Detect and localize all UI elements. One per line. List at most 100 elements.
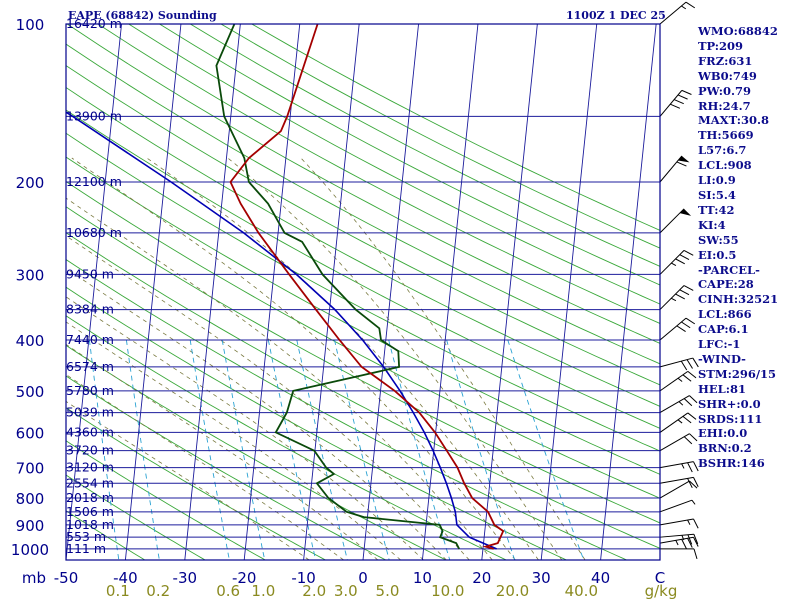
wind-barb-flag: [675, 293, 685, 300]
mixing-ratio-line: [125, 339, 160, 560]
moist-adiabat: [71, 157, 516, 560]
mixing-ratio-label: 0.2: [146, 582, 170, 600]
wind-barb: [659, 208, 692, 234]
wind-barb: [659, 370, 697, 392]
mixing-ratio-label: 1.0: [251, 582, 275, 600]
dry-adiabat: [66, 86, 660, 407]
pressure-tick-label: 300: [16, 266, 45, 284]
mixing-ratio-line: [507, 339, 585, 560]
isotherm: [362, 24, 420, 560]
isotherm: [303, 24, 360, 560]
wind-barb-flag: [693, 534, 699, 545]
pressure-tick-label: 500: [16, 383, 45, 401]
dry-adiabat: [66, 24, 660, 344]
height-label: 7440 m: [66, 332, 114, 347]
wind-barb: [659, 480, 698, 499]
height-label: 5039 m: [66, 405, 114, 420]
temperature-tick-label: 20: [472, 569, 491, 587]
isotherm: [600, 24, 657, 560]
wind-barb-flag: [686, 359, 693, 369]
wind-barb-flag: [683, 285, 694, 291]
wind-barb-flag: [673, 99, 684, 105]
moist-adiabat: [66, 343, 379, 560]
mixing-ratio-label: 5.0: [376, 582, 400, 600]
index-pw: PW:0.79: [698, 83, 752, 98]
index-lfc: LFC:-1: [698, 337, 741, 352]
wind-barb-staff: [659, 208, 685, 234]
temperature-trace: [229, 24, 505, 550]
wind-barb-flag: [693, 477, 699, 487]
temperature-tick-label: -20: [232, 569, 257, 587]
isotherm: [0, 24, 3, 560]
wind-barb-flag: [683, 249, 694, 256]
wind-barb-flag: [693, 461, 699, 472]
index-cinh: CINH:32521: [698, 292, 779, 307]
wind-barb-staff: [659, 395, 690, 414]
mixing-ratio-line: [334, 339, 390, 560]
wind-barb-flag: [682, 415, 692, 424]
wind-barb-flag: [693, 548, 698, 560]
wind-barb-flag: [676, 161, 687, 167]
wind-barb-staff: [659, 412, 689, 433]
index-cap: CAP:6.1: [698, 322, 749, 337]
wind-barb-flag: [687, 370, 697, 379]
isotherm: [481, 24, 538, 560]
index-frz: FRZ:631: [698, 53, 753, 68]
wind-barb-flag: [683, 398, 693, 407]
wind-barb-staff: [659, 480, 690, 499]
wind-barb-flag: [676, 325, 686, 333]
isotherm: [66, 24, 123, 560]
isotherm: [421, 24, 479, 560]
wind-barb-flag: [681, 89, 692, 95]
index-lcl: LCL:908: [698, 158, 752, 173]
height-label: 10680 m: [66, 225, 122, 240]
index-ehi: EHI:0.0: [698, 426, 748, 441]
index-bshr: BSHR:146: [698, 456, 765, 471]
wind-barb: [659, 499, 696, 513]
index-ki: KI:4: [698, 217, 726, 232]
wind-barb-flag: [689, 433, 698, 442]
mixing-ratio-label: 10.0: [431, 582, 464, 600]
dry-adiabat: [66, 43, 660, 365]
wind-barb-flag: [677, 94, 688, 100]
index-sw: SW:55: [698, 232, 739, 247]
dry-adiabat: [66, 344, 447, 560]
wind-barb-half-flag: [671, 297, 677, 302]
wind-barb-half-flag: [681, 535, 685, 541]
isotherm: [124, 24, 182, 560]
pressure-tick-label: 600: [16, 424, 45, 442]
wind-barb-staff: [659, 499, 693, 513]
wind-barb: [659, 89, 692, 117]
parcel-trace: [66, 111, 497, 550]
dry-adiabat: [66, 440, 266, 560]
index-th: TH:5669: [698, 128, 754, 143]
wind-barb: [659, 536, 699, 549]
mixing-ratio-line: [296, 339, 348, 560]
wind-barb-flag: [685, 317, 696, 325]
wind-barb: [659, 476, 699, 488]
mixing-ratio-line: [267, 339, 317, 560]
observation-time: 1100Z 1 DEC 25: [566, 9, 666, 22]
sounding-traces: [66, 24, 505, 550]
wind-barb-half-flag: [687, 519, 691, 525]
wind-barb-flag: [693, 536, 699, 547]
height-label: 6574 m: [66, 359, 114, 374]
dewpoint-trace: [215, 24, 460, 550]
pressure-tick-label: 1000: [11, 541, 49, 559]
temperature-tick-label: -40: [113, 569, 138, 587]
index-wb0: WB0:749: [698, 68, 757, 83]
dry-adiabat: [66, 65, 660, 386]
dry-adiabat: [66, 474, 206, 560]
temperature-tick-label: 40: [591, 569, 610, 587]
dry-adiabat: [66, 407, 326, 560]
wind-barb-flag: [693, 518, 699, 529]
wind-barb: [659, 395, 698, 414]
index-li: LI:0.9: [698, 173, 736, 188]
wind-barb-half-flag: [681, 5, 687, 10]
wind-barb-flag: [687, 538, 693, 548]
height-label: 3720 m: [66, 443, 114, 458]
pressure-tick-label: 400: [16, 332, 45, 350]
wind-barb-flag: [681, 321, 691, 329]
index-brn: BRN:0.2: [698, 441, 752, 456]
height-label: 2554 m: [66, 475, 114, 490]
